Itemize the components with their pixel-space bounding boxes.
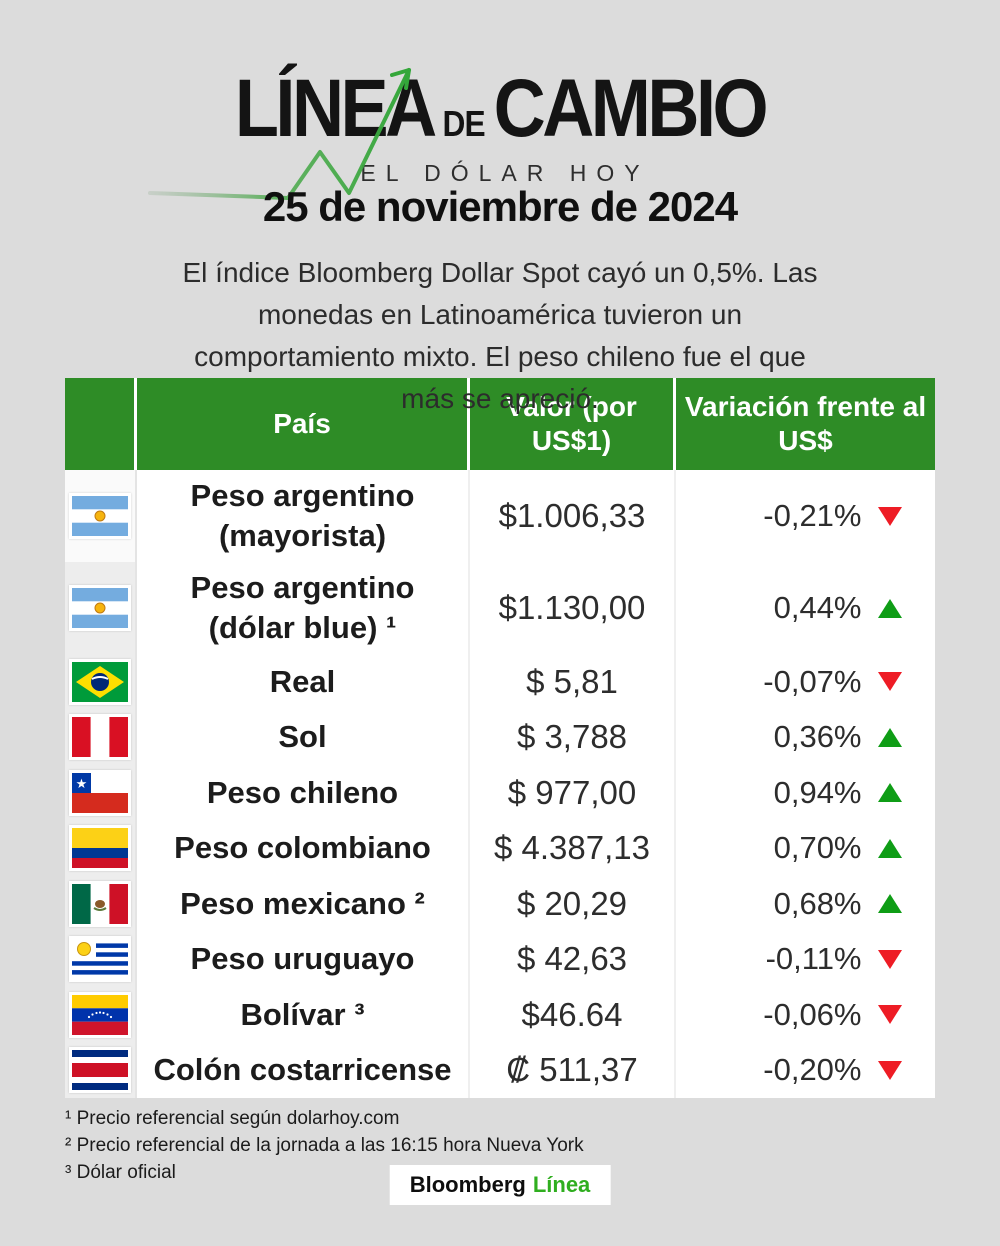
currency-name: Peso chileno	[137, 765, 470, 821]
currency-variation: 0,44%	[676, 562, 935, 654]
variation-triangle-icon	[877, 672, 902, 692]
costa-rica-flag-icon	[69, 1047, 131, 1094]
flag-cell	[65, 820, 137, 876]
mexico-flag-icon	[69, 880, 131, 927]
table-row: Peso mexicano ² $ 20,29 0,68%	[65, 876, 935, 932]
currency-variation: 0,68%	[676, 876, 935, 932]
variation-triangle-icon	[877, 894, 902, 914]
table-row: Peso uruguayo $ 42,63 -0,11%	[65, 931, 935, 988]
colombia-flag-icon	[69, 825, 131, 872]
variation-triangle-icon	[877, 1005, 902, 1025]
table-row: Peso colombiano $ 4.387,13 0,70%	[65, 820, 935, 877]
footnote-1: ¹ Precio referencial según dolarhoy.com	[65, 1108, 400, 1129]
table-header-row: País Valor (por US$1) Variación frente a…	[65, 378, 935, 470]
footnote-3: ³ Dólar oficial	[65, 1162, 176, 1183]
variation-triangle-icon	[877, 949, 902, 969]
brand-bloomberg: Bloomberg	[409, 1172, 526, 1197]
date-title: 25 de noviembre de 2024	[262, 183, 738, 230]
variation-triangle-icon	[877, 1060, 902, 1080]
currency-name: Sol	[137, 709, 470, 765]
currency-name: Colón costarricense	[137, 1042, 470, 1098]
currency-name: Real	[137, 654, 470, 710]
currency-name: Peso uruguayo	[137, 931, 470, 987]
bloomberg-linea-logo: Bloomberg Línea	[389, 1165, 611, 1205]
logo-word-de: DE	[442, 103, 486, 144]
flag-cell	[65, 709, 137, 765]
footnote-2: ² Precio referencial de la jornada a las…	[65, 1135, 584, 1156]
variation-triangle-icon	[877, 783, 902, 803]
peru-flag-icon	[69, 714, 131, 761]
uruguay-flag-icon	[69, 936, 131, 983]
table-row: ★ Peso chileno $ 977,00 0,94%	[65, 765, 935, 821]
currency-value: $ 42,63	[470, 931, 676, 987]
header-value: Valor (por US$1)	[470, 378, 676, 470]
header-country: País	[137, 378, 470, 470]
currency-value: $ 5,81	[470, 654, 676, 710]
currency-name: Peso argentino (mayorista)	[137, 470, 470, 562]
argentina-flag-icon	[69, 493, 131, 539]
variation-triangle-icon	[877, 598, 902, 618]
currency-value: $ 3,788	[470, 709, 676, 765]
variation-triangle-icon	[877, 727, 902, 747]
currency-name: Bolívar ³	[137, 987, 470, 1043]
table-row: Sol $ 3,788 0,36%	[65, 709, 935, 766]
header-logo: LÍNEA DE CAMBIO EL DÓLAR HOY	[0, 68, 1000, 187]
header-flag-cell	[65, 378, 137, 470]
flag-cell: ★	[65, 765, 137, 821]
flag-cell	[65, 654, 137, 710]
logo-word-linea: LÍNEA	[234, 63, 437, 154]
variation-triangle-icon	[877, 506, 902, 526]
currency-value: $1.130,00	[470, 562, 676, 654]
argentina-flag-icon	[69, 585, 131, 631]
currency-variation: -0,07%	[676, 654, 935, 710]
currency-value: $46.64	[470, 987, 676, 1043]
flag-cell	[65, 470, 137, 562]
currency-variation: -0,20%	[676, 1043, 935, 1099]
currency-value: ₡ 511,37	[470, 1042, 676, 1098]
table-row: Real $ 5,81 -0,07%	[65, 654, 935, 710]
footnotes: ¹ Precio referencial según dolarhoy.com …	[65, 1105, 584, 1186]
currency-value: $ 977,00	[470, 765, 676, 821]
table-row: Peso argentino (dólar blue) ¹ $1.130,00 …	[65, 562, 935, 654]
currency-name: Peso argentino (dólar blue) ¹	[137, 562, 470, 654]
summary-text: El índice Bloomberg Dollar Spot cayó un …	[182, 257, 818, 414]
currency-variation: 0,94%	[676, 765, 935, 821]
currency-value: $ 20,29	[470, 876, 676, 932]
table-row: Colón costarricense ₡ 511,37 -0,20%	[65, 1042, 935, 1099]
venezuela-flag-icon	[69, 991, 131, 1038]
table-row: Bolívar ³ $46.64 -0,06%	[65, 987, 935, 1043]
logo-word-cambio: CAMBIO	[493, 63, 769, 154]
currency-variation: -0,21%	[676, 470, 935, 562]
header-variation: Variación frente al US$	[676, 378, 935, 470]
svg-text:★: ★	[76, 776, 88, 791]
currency-variation: 0,70%	[676, 821, 935, 877]
currency-name: Peso colombiano	[137, 820, 470, 876]
flag-cell	[65, 562, 137, 654]
flag-cell	[65, 1042, 137, 1098]
currency-variation: -0,11%	[676, 932, 935, 988]
currency-table: País Valor (por US$1) Variación frente a…	[65, 378, 935, 1098]
currency-value: $1.006,33	[470, 470, 676, 562]
chile-flag-icon: ★	[69, 769, 131, 816]
currency-variation: 0,36%	[676, 710, 935, 766]
currency-name: Peso mexicano ²	[137, 876, 470, 932]
flag-cell	[65, 876, 137, 932]
logo-title: LÍNEA DE CAMBIO	[60, 68, 940, 150]
flag-cell	[65, 931, 137, 987]
brand-linea: Línea	[532, 1172, 591, 1197]
variation-triangle-icon	[877, 838, 902, 858]
table-row: Peso argentino (mayorista) $1.006,33 -0,…	[65, 470, 935, 562]
currency-variation: -0,06%	[676, 987, 935, 1043]
currency-value: $ 4.387,13	[470, 820, 676, 876]
flag-cell	[65, 987, 137, 1043]
brazil-flag-icon	[69, 658, 131, 705]
